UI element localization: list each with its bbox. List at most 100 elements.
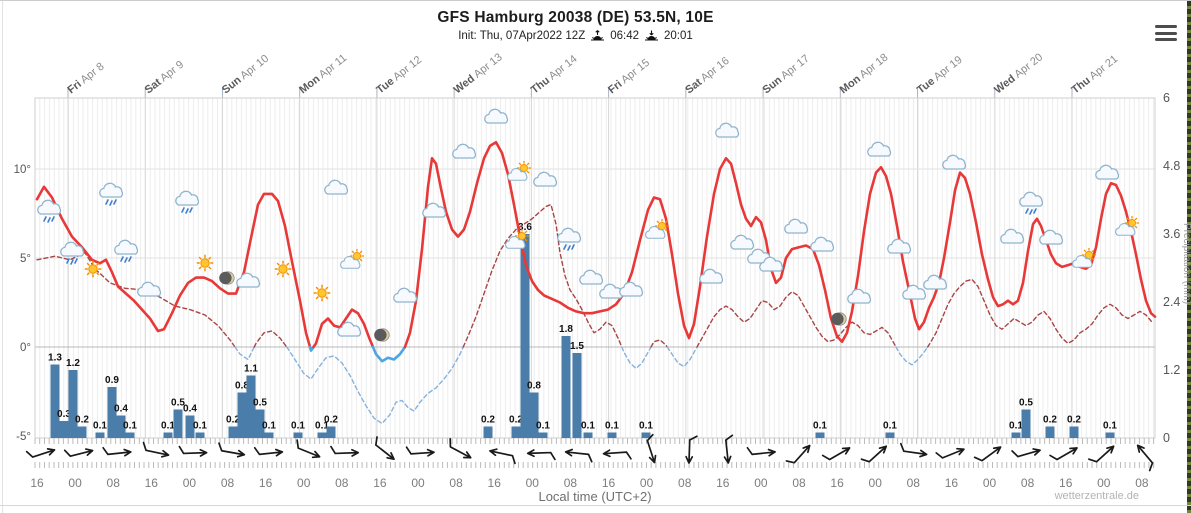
dewpoint-curve bbox=[650, 339, 668, 348]
time-label: 16 bbox=[30, 476, 44, 490]
precip-bar bbox=[246, 375, 256, 438]
cloud-icon bbox=[1115, 223, 1136, 236]
cloud-icon bbox=[784, 218, 809, 234]
day-label: Sat Apr 9 bbox=[143, 59, 187, 97]
precip-value-label: 0.8 bbox=[235, 381, 249, 392]
precip-bar bbox=[116, 415, 126, 438]
raindrop bbox=[43, 216, 47, 222]
raindrop bbox=[120, 256, 124, 262]
precip-bar bbox=[264, 432, 274, 438]
time-label: 16 bbox=[830, 476, 844, 490]
precip-value-label: 0.2 bbox=[1043, 415, 1057, 426]
precip-axis-label: 2.4 bbox=[1163, 295, 1180, 309]
wind-barb-icon bbox=[723, 434, 734, 464]
dewpoint-curve bbox=[696, 291, 897, 348]
precip-value-label: 0.1 bbox=[315, 420, 329, 431]
raindrop bbox=[124, 257, 128, 263]
precip-bar bbox=[228, 426, 238, 438]
precip-bar bbox=[483, 426, 493, 438]
x-axis-caption: Local time (UTC+2) bbox=[538, 489, 652, 504]
day-label: Fri Apr 8 bbox=[65, 61, 106, 97]
time-label: 08 bbox=[221, 476, 235, 490]
wind-barb-icon bbox=[1088, 445, 1115, 463]
raindrop bbox=[74, 258, 78, 264]
temperature-curve bbox=[312, 308, 375, 349]
time-label: 00 bbox=[1097, 476, 1111, 490]
time-label: 00 bbox=[183, 476, 197, 490]
wind-barb-icon bbox=[375, 436, 395, 461]
precip-value-label: 0.5 bbox=[253, 398, 267, 409]
wind-barbs bbox=[25, 433, 1154, 472]
precip-axis-label: 1.2 bbox=[1163, 363, 1180, 377]
cloud-icon bbox=[507, 168, 528, 181]
dewpoint-curve bbox=[234, 346, 255, 361]
dewpoint-curve bbox=[462, 203, 623, 348]
precip-value-label: 1.3 bbox=[48, 352, 62, 363]
dewpoint-curve bbox=[666, 346, 698, 368]
precip-value-label: 0.1 bbox=[161, 420, 175, 431]
wind-barb-icon bbox=[746, 446, 776, 457]
precip-axis-label: 0 bbox=[1163, 431, 1170, 445]
sunrise-icon bbox=[591, 30, 605, 41]
precip-bar bbox=[885, 432, 895, 438]
cloud-icon bbox=[484, 108, 509, 124]
cloud-icon bbox=[923, 274, 948, 290]
raindrop bbox=[567, 245, 571, 251]
cloud-icon bbox=[579, 269, 604, 285]
sunrise-time: 06:42 bbox=[610, 30, 639, 42]
temp-axis-label: 0° bbox=[20, 342, 31, 354]
precip-bar bbox=[641, 432, 651, 438]
hamburger-menu-icon[interactable] bbox=[1155, 25, 1177, 42]
comb-ticks-upper bbox=[34, 438, 1155, 444]
raindrop bbox=[66, 258, 70, 264]
day-label: Sun Apr 10 bbox=[220, 53, 271, 97]
precip-value-label: 0.5 bbox=[1019, 398, 1033, 409]
wind-barb-icon bbox=[935, 447, 965, 459]
precip-value-label: 0.2 bbox=[226, 415, 240, 426]
cloud-icon bbox=[324, 179, 349, 195]
wind-barb-icon bbox=[489, 448, 516, 465]
wind-barb-icon bbox=[685, 435, 698, 464]
precip-bar bbox=[529, 392, 539, 438]
wind-barb-icon bbox=[296, 439, 321, 459]
precip-bar bbox=[107, 387, 117, 438]
temperature-curve bbox=[403, 141, 1157, 349]
cloud-icon bbox=[867, 141, 892, 157]
precip-bar bbox=[1069, 426, 1079, 438]
raindrop bbox=[571, 244, 575, 250]
cloud-icon bbox=[99, 182, 124, 198]
precip-value-label: 0.2 bbox=[75, 415, 89, 426]
cloud-icon bbox=[114, 239, 139, 255]
precip-value-label: 0.1 bbox=[291, 420, 305, 431]
raindrop bbox=[113, 199, 117, 205]
precip-axis-label: 4.8 bbox=[1163, 159, 1180, 173]
time-label: 00 bbox=[297, 476, 311, 490]
precip-value-label: 3.6 bbox=[518, 222, 532, 233]
cloud-icon bbox=[557, 227, 582, 243]
wind-barb-icon bbox=[1011, 448, 1041, 458]
dewpoint-curve bbox=[895, 346, 929, 366]
cloud-icon bbox=[759, 256, 784, 272]
day-label: Mon Apr 11 bbox=[297, 52, 349, 96]
wind-barb-icon bbox=[1049, 447, 1078, 461]
time-label: 00 bbox=[754, 476, 768, 490]
time-label: 16 bbox=[145, 476, 159, 490]
precip-bar bbox=[237, 392, 247, 438]
wind-barb-icon bbox=[63, 448, 94, 457]
time-label: 16 bbox=[602, 476, 616, 490]
time-label: 08 bbox=[678, 476, 692, 490]
cloud-icon bbox=[340, 256, 361, 269]
time-label: 08 bbox=[792, 476, 806, 490]
wind-barb-icon bbox=[218, 442, 246, 458]
chart-subtitle: Init: Thu, 07Apr2022 12Z 06:42 20:01 bbox=[0, 29, 1151, 43]
wind-barb-icon bbox=[785, 444, 811, 464]
day-label: Mon Apr 18 bbox=[838, 52, 891, 97]
sun-icon bbox=[313, 284, 331, 302]
precip-bar bbox=[1045, 426, 1055, 438]
cloud-icon bbox=[337, 321, 362, 337]
time-label: 00 bbox=[869, 476, 883, 490]
time-label: 00 bbox=[526, 476, 540, 490]
raindrop bbox=[51, 216, 55, 222]
cloud-icon bbox=[533, 171, 558, 187]
